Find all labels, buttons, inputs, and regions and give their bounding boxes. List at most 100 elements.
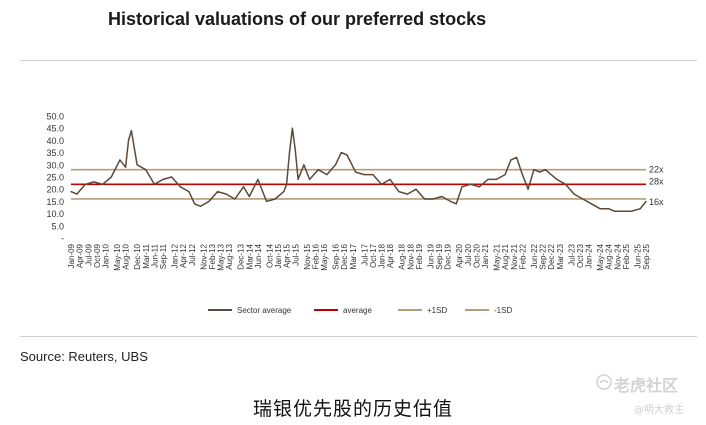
data-point: [380, 183, 383, 185]
x-tick-label: Apr-20: [455, 243, 464, 268]
data-point: [608, 208, 610, 210]
data-point: [257, 178, 259, 181]
x-tick-label: May-24: [596, 243, 605, 270]
data-point: [145, 169, 147, 171]
annotation-label: 16x: [649, 197, 664, 207]
y-tick-label: 50.0: [46, 112, 64, 122]
y-axis: - 5.0 10.0 15.0 20.0 25.0 30.0 35.0 40.0 45.0 50.0: [46, 112, 64, 244]
data-point: [194, 203, 196, 205]
data-point: [179, 186, 181, 188]
source-note: Source: Reuters, UBS: [20, 349, 148, 364]
data-point: [550, 173, 552, 176]
x-tick-label: Mar-23: [556, 243, 565, 269]
y-tick-label: 45.0: [46, 124, 64, 134]
series-group: [70, 127, 647, 212]
data-point: [573, 193, 575, 195]
data-point: [153, 183, 155, 185]
legend-label: average: [343, 306, 372, 315]
data-point: [317, 169, 319, 171]
data-point: [288, 152, 291, 154]
data-point: [415, 188, 417, 190]
legend-label: Sector average: [237, 306, 292, 315]
data-point: [162, 178, 164, 181]
x-tick-label: Sep-22: [539, 243, 548, 269]
data-point: [294, 149, 296, 151]
x-tick-label: Sep-16: [332, 243, 341, 269]
data-point: [449, 200, 452, 202]
x-tick-label: Mar-14: [245, 243, 254, 269]
reference-lines: [71, 168, 646, 200]
data-point: [286, 183, 288, 185]
y-tick-label: 10.0: [46, 209, 64, 219]
data-point: [631, 210, 633, 212]
x-axis: Jan-09 Apr-09 Jul-09 Oct-09 Jan-10 May-10 Aug-…: [67, 243, 651, 270]
y-tick-label: 25.0: [46, 173, 64, 183]
data-point: [130, 130, 132, 132]
x-tick-label: Jun-14: [254, 243, 263, 268]
data-point: [470, 183, 472, 185]
x-tick-label: Dec-10: [133, 243, 142, 269]
data-point: [225, 193, 227, 195]
data-point: [564, 183, 567, 185]
x-tick-label: May-21: [493, 243, 502, 270]
data-point: [424, 198, 426, 200]
data-point: [495, 178, 498, 181]
x-tick-label: Aug-18: [398, 243, 407, 269]
x-tick-label: Mar-11: [142, 243, 151, 268]
x-tick-label: Jul-15: [291, 243, 300, 265]
data-point: [590, 203, 592, 205]
valuation-chart: - 5.0 10.0 15.0 20.0 25.0 30.0 35.0 40.0 45.0 50.0…: [46, 112, 664, 316]
data-point: [478, 186, 480, 188]
data-point: [102, 183, 104, 185]
data-point: [432, 198, 434, 200]
data-point: [208, 200, 210, 202]
legend-label: -1SD: [494, 306, 512, 315]
x-tick-label: Sep-25: [642, 243, 651, 269]
x-tick-label: Apr-15: [283, 243, 292, 268]
data-point: [544, 169, 546, 171]
top-divider: [20, 60, 697, 61]
x-tick-label: May-16: [320, 243, 329, 270]
x-tick-label: Sep-19: [435, 243, 444, 269]
data-point: [372, 173, 374, 176]
y-tick-label: 5.0: [51, 221, 64, 231]
x-tick-label: Nov-12: [199, 243, 208, 269]
watermark-text: 老虎社区: [614, 376, 679, 395]
data-point: [355, 171, 357, 173]
data-point: [639, 208, 641, 210]
data-point: [136, 164, 138, 166]
x-tick-label: Aug-21: [501, 243, 510, 269]
y-tick-label: 15.0: [46, 197, 64, 207]
data-point: [363, 173, 365, 176]
data-point: [303, 164, 305, 166]
x-tick-label: Jun-11: [150, 243, 159, 267]
x-tick-label: Feb-16: [311, 243, 320, 269]
data-point: [504, 173, 506, 176]
x-tick-label: Feb-19: [415, 243, 424, 269]
annotation-label: 28x: [649, 176, 664, 186]
x-tick-label: Apr-12: [179, 243, 188, 268]
data-point: [110, 176, 112, 178]
legend: Sector average average +1SD -1SD: [208, 306, 512, 315]
data-point: [309, 178, 311, 181]
x-tick-label: Jun-19: [426, 243, 435, 268]
data-point: [199, 205, 201, 207]
data-point: [127, 139, 130, 141]
data-point: [188, 191, 190, 193]
x-tick-label: Jul-12: [188, 243, 197, 265]
x-tick-label: Aug-13: [225, 243, 234, 269]
data-point: [283, 191, 285, 193]
data-point: [510, 159, 512, 161]
data-point: [516, 156, 518, 159]
watermark-handle: @明大救主: [634, 405, 684, 416]
x-tick-label: Jan-10: [102, 243, 111, 268]
x-tick-label: Jun-25: [633, 243, 642, 268]
data-point: [389, 178, 391, 181]
x-tick-label: Jan-24: [585, 243, 594, 268]
x-tick-label: Oct-23: [576, 243, 585, 268]
data-point: [334, 164, 337, 166]
data-point: [556, 178, 558, 181]
x-tick-label: Aug-10: [122, 243, 131, 269]
x-tick-label: Jan-21: [481, 243, 490, 268]
x-tick-label: Dec-19: [444, 243, 453, 269]
